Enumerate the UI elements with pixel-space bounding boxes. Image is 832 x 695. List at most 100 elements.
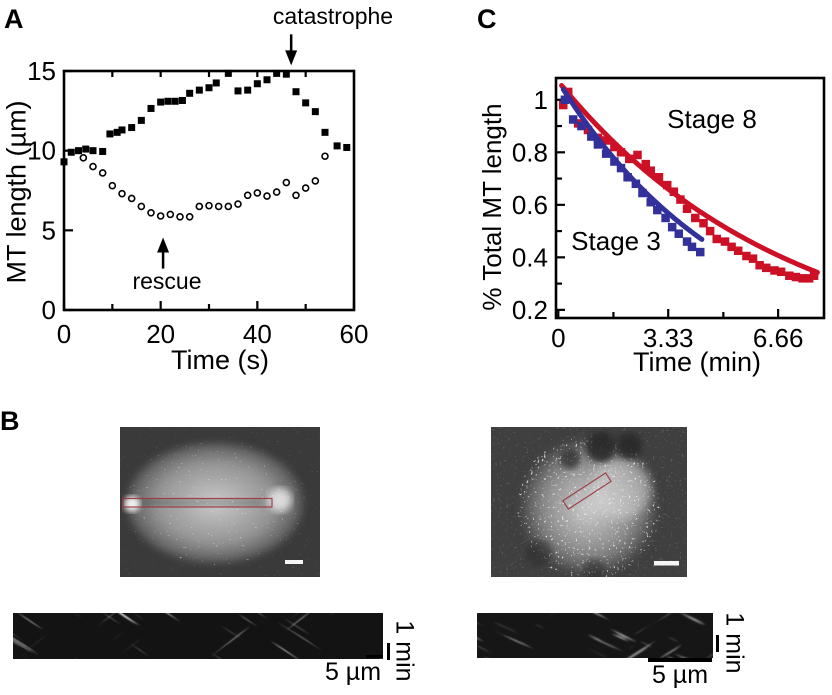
data-point-circle (224, 202, 233, 211)
right-space-scale-label: 5 µm (651, 661, 709, 689)
annotation-arrow-head (157, 237, 170, 253)
data-point-square (311, 108, 319, 116)
x-tick-label: 40 (243, 319, 272, 349)
data-point-square (682, 204, 692, 214)
y-tick-label: 5 (42, 215, 56, 245)
data-point-circle (195, 202, 204, 211)
data-point-square (224, 69, 232, 77)
data-point-circle (89, 162, 97, 171)
data-point-square (99, 147, 107, 155)
speckle-noise (125, 441, 305, 565)
data-point-circle (166, 210, 175, 219)
data-point-circle (214, 202, 223, 211)
stage-3-series-label: Stage 3 (571, 226, 661, 256)
rescue-annotation: rescue (132, 268, 202, 294)
right-space-scale-bar (648, 658, 712, 662)
data-point-square (695, 247, 705, 257)
kymograph-line-roi (562, 472, 612, 510)
panel-a-y-axis-title: MT length (µm) (1, 100, 32, 284)
data-point-square (798, 274, 807, 283)
data-point-square (654, 173, 664, 182)
data-point-square (164, 97, 172, 105)
left-space-scale-bar (366, 655, 383, 658)
data-point-square (776, 267, 786, 277)
data-point-square (343, 143, 351, 151)
data-point-circle (156, 212, 165, 220)
panel-c-y-axis-title: % Total MT length (477, 103, 507, 311)
x-tick-label: 6.66 (753, 323, 804, 353)
left-space-scale-label: 5 µm (324, 658, 382, 686)
data-point-square (804, 274, 814, 283)
panel-c-chart: 0 3.33 6.66 0.2 0.4 0.6 0.8 1 (512, 76, 826, 353)
data-point-square (302, 99, 310, 107)
annotation-arrow-head (285, 50, 298, 66)
data-point-square (674, 229, 684, 238)
data-point-square (186, 89, 194, 97)
data-point-square (646, 166, 655, 175)
right-kymograph (477, 613, 713, 658)
data-point-square (560, 95, 570, 105)
data-point-square (667, 222, 677, 232)
data-point-circle (118, 189, 126, 198)
left-time-scale-label: 1 min (390, 620, 419, 682)
data-point-square (89, 147, 97, 155)
data-point-circle (311, 177, 320, 185)
y-tick-label: 1 (534, 85, 548, 115)
data-point-circle (185, 212, 194, 221)
data-point-square (727, 242, 736, 252)
data-point-square (157, 98, 165, 106)
panel-a-chart: 0 20 40 60 0 5 10 15 (27, 34, 368, 349)
panel-c-label: C (477, 4, 497, 34)
data-point-square (559, 100, 568, 110)
blastomere-fluorescence-image (491, 427, 687, 577)
data-point-square (712, 234, 721, 244)
data-point-square (82, 145, 90, 153)
data-point-square (321, 128, 329, 136)
data-point-square (212, 79, 220, 87)
left-kymograph (13, 613, 383, 659)
image-scale-bar (285, 560, 303, 564)
data-point-circle (301, 184, 310, 192)
data-point-circle (98, 169, 107, 177)
data-point-square (638, 188, 647, 198)
panel-b-label: B (0, 406, 20, 436)
data-point-square (646, 197, 655, 207)
data-point-square (282, 70, 290, 78)
data-point-square (577, 121, 586, 131)
x-tick-label: 0 (57, 319, 71, 349)
data-point-square (128, 124, 136, 132)
data-point-circle (205, 201, 213, 210)
panel-a-x-axis-title: Time (s) (171, 345, 269, 375)
data-point-circle (272, 188, 281, 196)
data-point-square (244, 86, 252, 94)
data-point-square (641, 159, 651, 169)
data-point-square (601, 136, 611, 145)
y-tick-label: 0 (42, 295, 56, 325)
data-point-square (742, 251, 751, 261)
data-point-square (583, 125, 593, 135)
data-point-square (687, 242, 697, 252)
data-point-square (785, 271, 794, 280)
x-tick-label: 20 (146, 319, 175, 349)
x-tick-label: 0 (551, 323, 565, 353)
data-point-circle (79, 154, 88, 162)
data-point-square (720, 237, 730, 246)
data-point-square (60, 158, 68, 166)
plot-box (62, 69, 356, 312)
data-point-square (699, 218, 708, 228)
left-time-scale-bar (387, 643, 390, 660)
stage-8-series-label: Stage 8 (667, 104, 757, 134)
data-point-square (67, 148, 75, 156)
image-scale-bar (654, 561, 679, 566)
data-point-square (292, 88, 300, 96)
data-point-circle (137, 202, 146, 211)
data-point-square (147, 104, 155, 112)
data-point-square (809, 271, 819, 280)
panel-a-label: A (4, 4, 24, 34)
data-point-square (171, 97, 179, 105)
data-point-square (273, 69, 281, 77)
data-point-square (593, 140, 603, 149)
data-point-square (653, 205, 662, 215)
data-point-square (333, 142, 341, 150)
